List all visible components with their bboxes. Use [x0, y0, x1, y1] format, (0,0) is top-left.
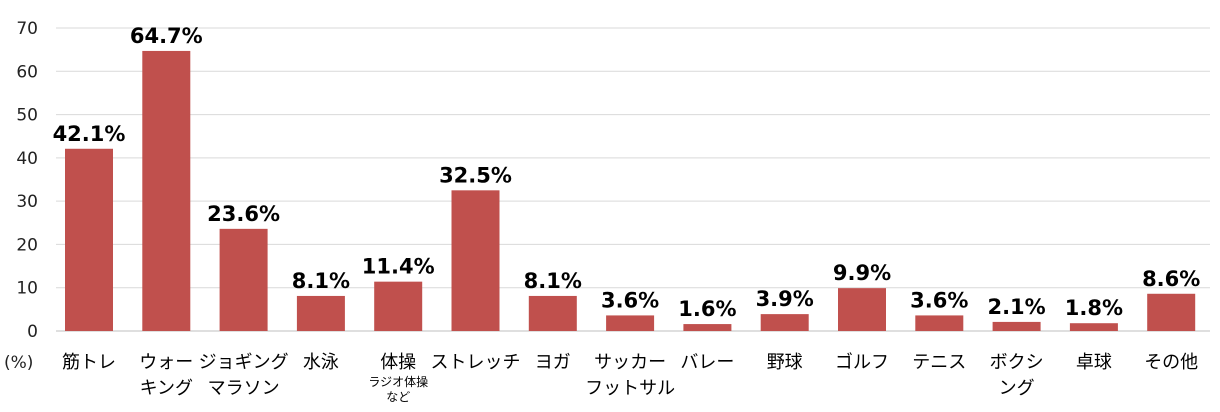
- category-label: ウォー: [139, 352, 193, 373]
- data-label: 32.5%: [439, 163, 512, 187]
- category-label: 水泳: [303, 352, 339, 373]
- bar: [451, 190, 500, 331]
- category-label: マラソン: [208, 378, 280, 399]
- data-labels: 42.1% 64.7% 23.6% 8.1% 11.4% 32.5% 8.1% 3.6% 1.6…: [53, 24, 1201, 321]
- category-label: ジョギング: [199, 352, 289, 373]
- category-label: 筋トレ: [62, 352, 116, 373]
- bar: [992, 321, 1041, 331]
- bar: [683, 324, 732, 331]
- category-label: バレー: [680, 352, 734, 373]
- category-label: ヨガ: [535, 352, 571, 373]
- data-label: 3.6%: [910, 288, 968, 312]
- category-label: 卓球: [1076, 352, 1112, 373]
- data-label: 8.1%: [524, 269, 582, 293]
- category-label: その他: [1144, 352, 1198, 373]
- bar: [374, 281, 423, 331]
- data-label: 64.7%: [130, 24, 203, 48]
- data-label: 42.1%: [53, 122, 126, 146]
- category-sublabel: など: [386, 390, 410, 404]
- category-label: 体操: [380, 352, 416, 373]
- category-label: キング: [140, 378, 193, 399]
- category-sublabel: ラジオ体操: [368, 374, 428, 389]
- y-tick-label: 10: [16, 279, 38, 299]
- category-label: ボクシ: [990, 352, 1044, 373]
- bar: [606, 315, 655, 331]
- category-label: ング: [999, 378, 1035, 399]
- data-label: 3.6%: [601, 288, 659, 312]
- bar: [1069, 323, 1118, 331]
- bar: [528, 295, 577, 331]
- data-label: 1.6%: [678, 297, 736, 321]
- bars: [65, 50, 1196, 331]
- bar: [838, 288, 886, 331]
- data-label: 8.1%: [292, 269, 350, 293]
- category-label: フットサル: [585, 378, 675, 399]
- bar: [1147, 293, 1196, 331]
- data-label: 1.8%: [1065, 296, 1123, 320]
- bar: [296, 295, 345, 331]
- data-label: 2.1%: [987, 295, 1045, 319]
- category-label: サッカー: [594, 352, 666, 373]
- bar: [142, 50, 191, 331]
- y-axis-unit-label: (%): [4, 353, 33, 373]
- category-label: 野球: [767, 352, 803, 373]
- category-label: テニス: [912, 352, 966, 373]
- y-tick-label: 50: [16, 106, 38, 126]
- bar: [915, 315, 964, 331]
- y-tick-label: 60: [16, 62, 38, 82]
- bar: [760, 314, 809, 331]
- y-tick-label: 20: [16, 235, 38, 255]
- data-label: 3.9%: [756, 287, 814, 311]
- y-tick-label: 40: [16, 149, 38, 169]
- data-label: 11.4%: [362, 255, 435, 279]
- bar: [65, 148, 113, 331]
- data-label: 23.6%: [207, 202, 280, 226]
- category-label: ストレッチ: [431, 352, 521, 373]
- category-label: ゴルフ: [835, 352, 889, 373]
- y-tick-label: 30: [16, 192, 38, 212]
- y-tick-label: 0: [27, 322, 38, 342]
- data-label: 8.6%: [1142, 267, 1200, 291]
- y-tick-label: 70: [16, 19, 38, 39]
- bar: [219, 228, 268, 331]
- y-axis-ticks: 0 10 20 30 40 50 60 70: [16, 19, 38, 342]
- data-label: 9.9%: [833, 261, 891, 285]
